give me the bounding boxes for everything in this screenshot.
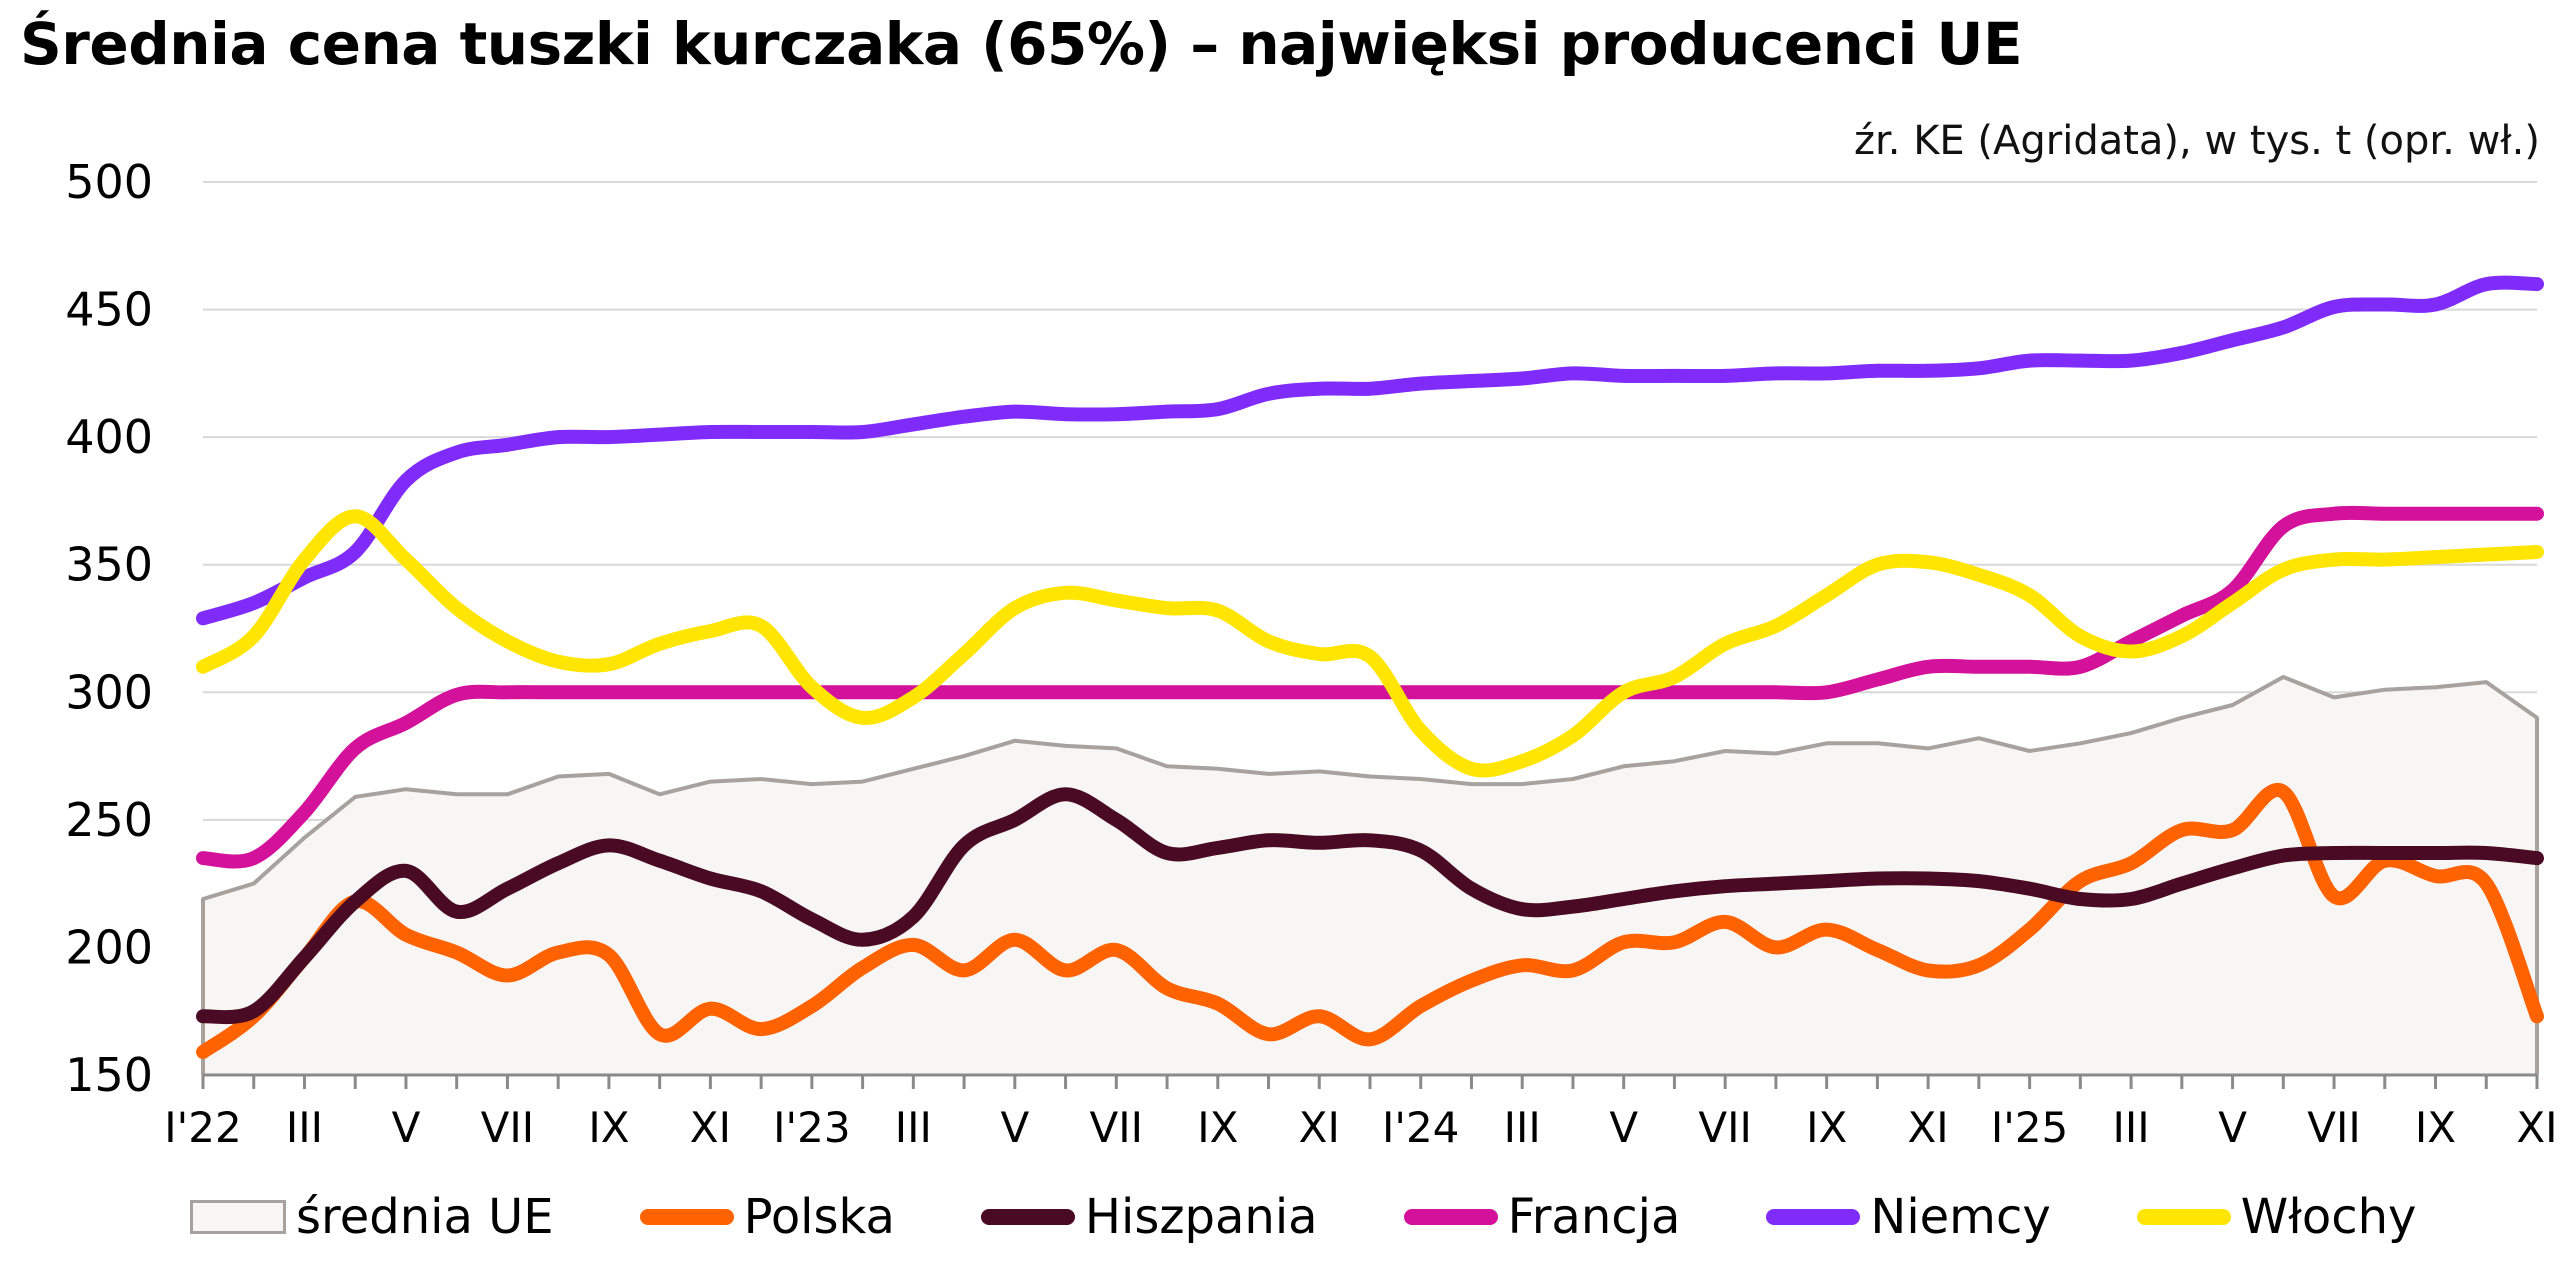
x-tick-label: I'25 bbox=[1991, 1103, 2068, 1152]
legend-label: Włochy bbox=[2240, 1189, 2417, 1245]
x-tick-label: III bbox=[2113, 1103, 2150, 1152]
legend-label: Francja bbox=[1507, 1189, 1681, 1245]
x-tick-label: III bbox=[1504, 1103, 1541, 1152]
x-tick-label: V bbox=[392, 1103, 421, 1152]
x-tick-label: IX bbox=[1806, 1103, 1847, 1152]
legend-label: Polska bbox=[743, 1189, 895, 1245]
legend-swatch bbox=[2136, 1209, 2231, 1225]
legend-label: Hiszpania bbox=[1084, 1189, 1318, 1245]
x-tick-label: XI bbox=[2516, 1103, 2557, 1152]
legend-swatch bbox=[190, 1200, 286, 1234]
y-axis-ticks: 150 200 250 300 350 400 450 500 bbox=[65, 155, 153, 1102]
y-tick-label: 200 bbox=[65, 920, 153, 974]
x-tick-label: V bbox=[1000, 1103, 1029, 1152]
y-tick-label: 450 bbox=[65, 283, 153, 337]
x-tick-label: III bbox=[286, 1103, 323, 1152]
x-axis: I'22 III V VII IX XI I'23 III V VII IX XI I'24 III V VI… bbox=[164, 1073, 2558, 1152]
x-tick-label: XI bbox=[1908, 1103, 1949, 1152]
x-tick-label: I'23 bbox=[773, 1103, 850, 1152]
legend-item-niemcy: Niemcy bbox=[1766, 1189, 2051, 1245]
y-tick-label: 250 bbox=[65, 793, 153, 847]
series-line-wlochy bbox=[196, 509, 2544, 778]
series-line-polska bbox=[196, 783, 2544, 1059]
legend-item-francja: Francja bbox=[1403, 1189, 1681, 1245]
y-tick-label: 150 bbox=[65, 1048, 153, 1102]
chart-title: Średnia cena tuszki kurczaka (65%) – naj… bbox=[20, 10, 2023, 78]
x-tick-label: VII bbox=[481, 1103, 535, 1152]
series-line-francja bbox=[196, 505, 2544, 869]
legend-item-wlochy: Włochy bbox=[2136, 1189, 2417, 1245]
y-tick-label: 500 bbox=[65, 155, 153, 209]
legend-item-srednia-ue: średnia UE bbox=[190, 1189, 554, 1245]
legend-swatch bbox=[980, 1209, 1075, 1225]
legend-label: średnia UE bbox=[296, 1189, 554, 1245]
lines-layer bbox=[196, 275, 2544, 1059]
x-tick-label: V bbox=[2218, 1103, 2247, 1152]
legend-swatch bbox=[639, 1209, 734, 1225]
x-tick-label: IX bbox=[588, 1103, 629, 1152]
x-tick-label: VII bbox=[1698, 1103, 1752, 1152]
legend-item-polska: Polska bbox=[639, 1189, 895, 1245]
legend-label: Niemcy bbox=[1870, 1189, 2051, 1245]
x-tick-label: IX bbox=[2415, 1103, 2456, 1152]
y-tick-label: 300 bbox=[65, 665, 153, 719]
series-line-srednia-ue bbox=[201, 675, 2539, 1075]
x-tick-label: XI bbox=[1299, 1103, 1340, 1152]
legend-swatch bbox=[1766, 1209, 1861, 1225]
x-tick-label: VII bbox=[1090, 1103, 1144, 1152]
x-tick-label: III bbox=[895, 1103, 932, 1152]
legend-swatch bbox=[1403, 1209, 1498, 1225]
x-tick-label: I'24 bbox=[1382, 1103, 1459, 1152]
legend: średnia UE Polska Hiszpania Francja Niemcy Wł… bbox=[190, 1182, 2416, 1252]
x-tick-label: I'22 bbox=[164, 1103, 241, 1152]
series-line-niemcy bbox=[196, 275, 2544, 626]
y-tick-label: 350 bbox=[65, 538, 153, 592]
x-tick-label: IX bbox=[1197, 1103, 1238, 1152]
chart-source-note: źr. KE (Agridata), w tys. t (opr. wł.) bbox=[1854, 118, 2540, 164]
x-tick-label: VII bbox=[2307, 1103, 2361, 1152]
legend-item-hiszpania: Hiszpania bbox=[980, 1189, 1318, 1245]
y-tick-label: 400 bbox=[65, 410, 153, 464]
x-tick-label: XI bbox=[690, 1103, 731, 1152]
series-line-hiszpania bbox=[196, 787, 2544, 1025]
x-tick-label: V bbox=[1609, 1103, 1638, 1152]
